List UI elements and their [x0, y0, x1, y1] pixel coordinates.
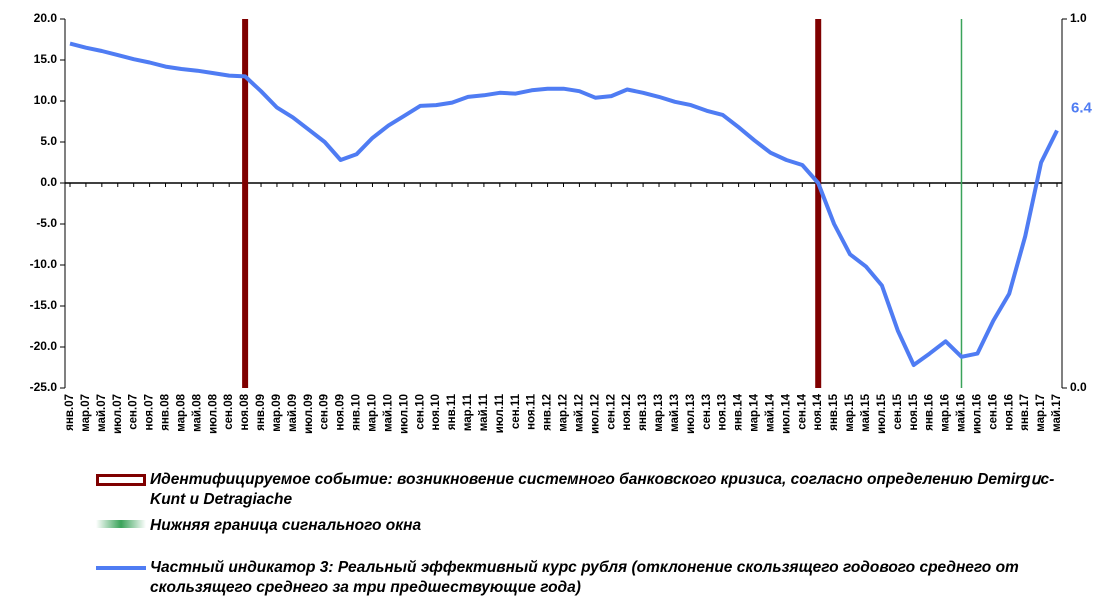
x-tick-label: янв.13	[637, 394, 649, 431]
x-tick-label: июл.15	[876, 393, 888, 434]
x-tick-label: сен.14	[796, 393, 808, 429]
legend-label: Идентифицируемое событие: возникновение …	[150, 471, 1055, 508]
x-tick-label: ноя.12	[621, 394, 633, 431]
x-tick-label: июл.16	[971, 394, 983, 434]
x-tick-label: май.17	[1051, 394, 1063, 432]
data-label: 6.4	[1071, 99, 1093, 116]
legend-swatch	[96, 520, 146, 528]
x-tick-label: май.07	[96, 394, 108, 432]
y2-tick-label: 0.0	[1070, 380, 1087, 394]
x-tick-label: май.15	[860, 393, 872, 431]
indicator-line	[69, 41, 1059, 367]
x-tick-label: мар.17	[1035, 394, 1047, 432]
x-tick-label: сен.10	[414, 394, 426, 430]
event-bar	[242, 19, 249, 388]
x-tick-label: мар.09	[271, 394, 283, 432]
x-tick-label: май.08	[191, 393, 203, 431]
x-tick-label: мар.10	[366, 394, 378, 432]
y-tick-label: 20.0	[34, 11, 58, 25]
x-tick-label: июл.13	[685, 394, 697, 434]
x-tick-label: июл.09	[303, 394, 315, 434]
x-tick-label: ноя.16	[1003, 394, 1015, 431]
x-tick-label: янв.17	[1019, 394, 1031, 431]
x-tick-label: июл.12	[589, 394, 601, 434]
y-tick-label: 10.0	[34, 93, 58, 107]
legend-label: Нижняя граница сигнального окна	[150, 517, 422, 534]
legend-label: Частный индикатор 3: Реальный эффективны…	[150, 559, 1019, 596]
x-tick-label: мар.11	[462, 393, 474, 431]
x-tick-label: янв.14	[733, 393, 745, 430]
x-tick-label: мар.13	[653, 394, 665, 432]
x-tick-label: май.12	[573, 394, 585, 432]
x-tick-label: янв.09	[255, 394, 267, 431]
x-tick-label: янв.12	[542, 394, 554, 431]
y-tick-label: 5.0	[40, 134, 57, 148]
x-tick-label: янв.08	[160, 393, 172, 430]
x-tick-label: сен.07	[128, 394, 140, 430]
x-tick-label: ноя.09	[335, 394, 347, 431]
y-tick-label: -10.0	[30, 257, 58, 271]
x-tick-label: май.16	[956, 394, 968, 432]
x-tick-label: май.10	[382, 394, 394, 432]
x-tick-label: июл.08	[207, 393, 219, 434]
x-tick-label: янв.10	[351, 394, 363, 431]
x-tick-label: июл.10	[398, 394, 410, 434]
legend-swatch	[96, 566, 146, 570]
x-tick-label: май.09	[287, 394, 299, 432]
x-tick-label: май.14	[764, 393, 776, 431]
y-tick-label: -20.0	[30, 339, 58, 353]
x-tick-label: июл.14	[780, 393, 792, 434]
x-tick-label: мар.15	[844, 393, 856, 431]
y-tick-label: -25.0	[30, 380, 58, 394]
x-tick-label: мар.14	[749, 393, 761, 431]
x-tick-label: сен.11	[510, 393, 522, 429]
x-tick-label: мар.12	[558, 394, 570, 432]
x-tick-label: янв.07	[64, 394, 76, 431]
x-tick-label: ноя.07	[144, 394, 156, 431]
y-tick-label: -5.0	[36, 216, 57, 230]
legend-item: Нижняя граница сигнального окна	[96, 516, 1096, 536]
x-tick-label: май.11	[478, 393, 490, 431]
event-bar	[960, 19, 963, 388]
x-tick-label: сен.12	[605, 394, 617, 430]
x-tick-label: ноя.10	[430, 394, 442, 431]
x-tick-label: июл.11	[494, 393, 506, 433]
y-tick-label: 0.0	[40, 175, 57, 189]
chart: 20.0 15.0 10.0 5.0 0.0 -5.0 -10.0 -15.0 -20.0 -25…	[30, 11, 1093, 434]
x-tick-label: сен.09	[319, 394, 331, 430]
x-tick-label: ноя.13	[717, 394, 729, 431]
x-tick-label: сен.13	[701, 394, 713, 430]
event-bar	[815, 19, 822, 388]
x-tick-label: сен.08	[223, 393, 235, 429]
x-tick-label: ноя.08	[239, 393, 251, 430]
x-tick-label: мар.16	[940, 394, 952, 432]
legend-swatch	[96, 474, 146, 486]
x-tick-label: янв.15	[828, 393, 840, 430]
y-tick-label: 15.0	[34, 52, 58, 66]
x-tick-label: май.13	[669, 394, 681, 432]
x-tick-label: июл.07	[112, 394, 124, 434]
y2-tick-label: 1.0	[1070, 11, 1087, 25]
x-tick-label: мар.08	[175, 393, 187, 431]
legend: Идентифицируемое событие: возникновение …	[96, 470, 1096, 604]
x-tick-label: мар.07	[80, 394, 92, 432]
legend-item: Идентифицируемое событие: возникновение …	[96, 470, 1096, 510]
x-tick-label: янв.16	[924, 394, 936, 431]
x-tick-label: ноя.11	[526, 393, 538, 429]
x-tick-label: ноя.15	[908, 393, 920, 430]
y-tick-label: -15.0	[30, 298, 58, 312]
x-tick-label: янв.11	[446, 393, 458, 430]
x-tick-label: ноя.14	[812, 393, 824, 430]
x-tick-label: сен.16	[987, 394, 999, 430]
legend-item: Частный индикатор 3: Реальный эффективны…	[96, 558, 1096, 598]
x-tick-label: сен.15	[892, 393, 904, 429]
